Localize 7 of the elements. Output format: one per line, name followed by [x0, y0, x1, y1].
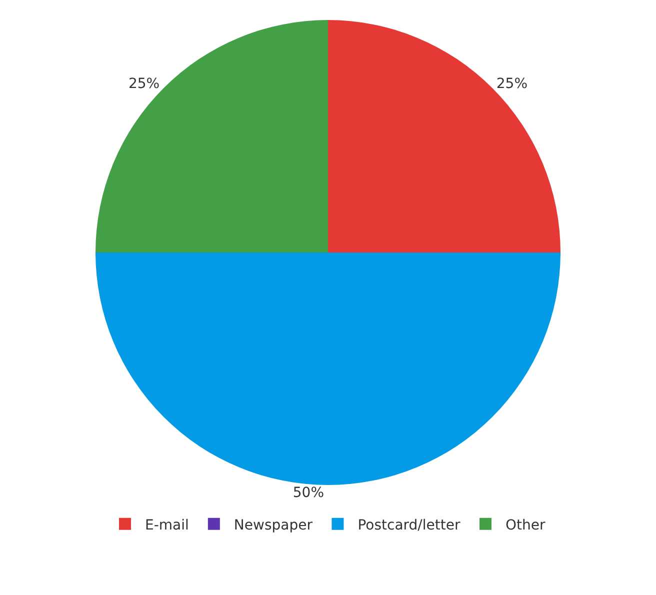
legend-label: E-mail — [145, 517, 189, 534]
legend-label: Postcard/letter — [358, 517, 460, 534]
data-label: 50% — [292, 485, 324, 501]
data-label: 25% — [128, 76, 160, 92]
legend-label: Other — [505, 517, 546, 534]
data-label: 25% — [496, 76, 528, 92]
legend-label: Newspaper — [234, 517, 313, 534]
